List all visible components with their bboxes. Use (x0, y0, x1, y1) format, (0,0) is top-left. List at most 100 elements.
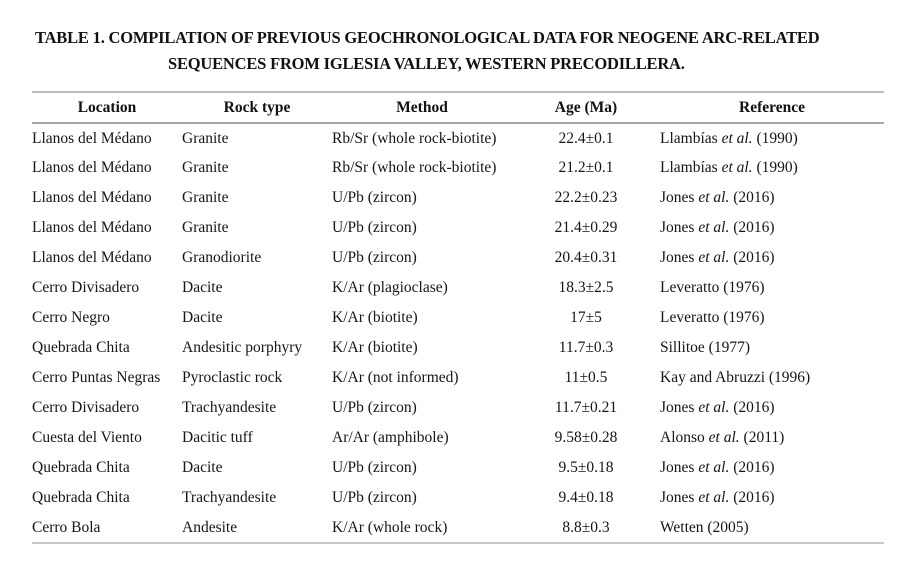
reference-et-al: et al. (721, 159, 753, 176)
reference-authors: Jones (660, 459, 699, 476)
cell-rock-type: Dacite (182, 309, 223, 326)
cell-age: 22.4±0.1 (558, 129, 614, 147)
reference-year: (2016) (729, 189, 775, 206)
cell-rock-type: Dacitic tuff (182, 429, 253, 446)
cell-age: 21.2±0.1 (558, 159, 614, 176)
cell-method: Rb/Sr (whole rock-biotite) (332, 129, 497, 147)
cell-location: Quebrada Chita (32, 489, 130, 506)
cell-method: U/Pb (zircon) (332, 189, 417, 206)
cell-age: 17±5 (570, 309, 602, 326)
cell-rock-type: Granite (182, 189, 229, 206)
reference-authors: Leveratto (1976) (660, 309, 765, 326)
cell-location: Llanos del Médano (32, 249, 152, 266)
cell-location: Cerro Divisadero (32, 279, 140, 296)
column-header-age: Age (Ma) (554, 98, 618, 116)
reference-et-al: et al. (698, 219, 730, 236)
cell-rock-type: Granite (182, 219, 229, 236)
reference-authors: Sillitoe (1977) (660, 339, 750, 356)
cell-location: Cuesta del Viento (32, 429, 142, 446)
cell-rock-type: Dacite (182, 279, 223, 296)
cell-reference: Jones et al. (2016) (660, 213, 884, 243)
table-header-row: Location Rock type Method Age (Ma) Refer… (32, 92, 884, 123)
cell-location: Llanos del Médano (32, 189, 152, 206)
cell-age: 18.3±2.5 (558, 279, 614, 296)
table-title-line2: SEQUENCES FROM IGLESIA VALLEY, WESTERN P… (168, 54, 685, 73)
cell-reference: Jones et al. (2016) (660, 453, 884, 483)
cell-method: U/Pb (zircon) (332, 399, 417, 416)
cell-method: K/Ar (not informed) (332, 369, 459, 386)
reference-authors: Kay and Abruzzi (1996) (660, 369, 811, 386)
table-row: Llanos del Médano Granite U/Pb (zircon) … (32, 213, 884, 243)
cell-location: Cerro Negro (32, 309, 110, 326)
cell-age: 11±0.5 (564, 369, 608, 386)
reference-authors: Jones (660, 189, 699, 206)
table-row: Cerro Negro Dacite K/Ar (biotite) 17±5 L… (32, 303, 884, 333)
reference-year: (2016) (729, 489, 775, 506)
cell-reference: Leveratto (1976) (660, 273, 884, 303)
cell-method: Rb/Sr (whole rock-biotite) (332, 159, 497, 176)
cell-location: Cerro Divisadero (32, 399, 140, 416)
reference-authors: Alonso (660, 429, 709, 446)
cell-age: 9.4±0.18 (558, 489, 614, 506)
reference-authors: Llambías (660, 159, 722, 176)
reference-year: (1990) (752, 159, 798, 176)
cell-reference: Wetten (2005) (660, 513, 884, 543)
reference-authors: Wetten (2005) (660, 518, 749, 536)
table-row: Cerro Bola Andesite K/Ar (whole rock) 8.… (32, 513, 884, 543)
cell-reference: Llambías et al. (1990) (660, 123, 884, 153)
reference-et-al: et al. (698, 459, 730, 476)
table-row: Quebrada Chita Andesitic porphyry K/Ar (… (32, 333, 884, 363)
cell-rock-type: Andesite (182, 518, 238, 536)
reference-et-al: et al. (698, 189, 730, 206)
reference-et-al: et al. (708, 429, 740, 446)
cell-rock-type: Andesitic porphyry (182, 339, 303, 356)
table-row: Llanos del Médano Granite Rb/Sr (whole r… (32, 153, 884, 183)
cell-age: 20.4±0.31 (554, 249, 618, 266)
cell-method: K/Ar (plagioclase) (332, 279, 448, 296)
cell-reference: Alonso et al. (2011) (660, 423, 884, 453)
cell-age: 9.58±0.28 (554, 429, 618, 446)
cell-method: U/Pb (zircon) (332, 249, 417, 266)
cell-age: 9.5±0.18 (558, 459, 614, 476)
cell-location: Quebrada Chita (32, 339, 130, 356)
table-row: Cerro Divisadero Trachyandesite U/Pb (zi… (32, 393, 884, 423)
cell-rock-type: Trachyandesite (182, 489, 277, 506)
cell-method: U/Pb (zircon) (332, 459, 417, 476)
column-header-reference: Reference (739, 98, 805, 116)
cell-rock-type: Trachyandesite (182, 399, 277, 416)
cell-reference: Kay and Abruzzi (1996) (660, 363, 884, 393)
cell-reference: Leveratto (1976) (660, 303, 884, 333)
reference-year: (2016) (729, 249, 775, 266)
reference-authors: Jones (660, 399, 699, 416)
reference-authors: Jones (660, 249, 699, 266)
cell-age: 21.4±0.29 (554, 219, 618, 236)
cell-location: Cerro Puntas Negras (32, 369, 161, 386)
cell-age: 11.7±0.21 (554, 399, 618, 416)
reference-et-al: et al. (721, 129, 753, 147)
table-row: Llanos del Médano Granite Rb/Sr (whole r… (32, 123, 884, 153)
cell-rock-type: Dacite (182, 459, 223, 476)
column-header-method: Method (396, 98, 448, 116)
cell-reference: Sillitoe (1977) (660, 333, 884, 363)
cell-location: Llanos del Médano (32, 129, 152, 147)
cell-location: Cerro Bola (32, 518, 101, 536)
table-row: Llanos del Médano Granite U/Pb (zircon) … (32, 183, 884, 213)
reference-year: (2016) (729, 219, 775, 236)
cell-location: Quebrada Chita (32, 459, 130, 476)
column-header-rock-type: Rock type (223, 98, 291, 116)
table-title-line1: TABLE 1. COMPILATION OF PREVIOUS GEOCHRO… (35, 28, 820, 47)
reference-authors: Llambías (660, 129, 722, 147)
cell-method: U/Pb (zircon) (332, 489, 417, 506)
cell-method: K/Ar (whole rock) (332, 518, 448, 536)
reference-et-al: et al. (698, 489, 730, 506)
table-row: Quebrada Chita Dacite U/Pb (zircon) 9.5±… (32, 453, 884, 483)
cell-reference: Llambías et al. (1990) (660, 153, 884, 183)
cell-location: Llanos del Médano (32, 159, 152, 176)
geochronology-table: Location Rock type Method Age (Ma) Refer… (32, 91, 884, 544)
reference-authors: Jones (660, 489, 699, 506)
table-header: Location Rock type Method Age (Ma) Refer… (32, 92, 884, 123)
reference-et-al: et al. (698, 249, 730, 266)
cell-method: K/Ar (biotite) (332, 309, 418, 326)
table-row: Quebrada Chita Trachyandesite U/Pb (zirc… (32, 483, 884, 513)
cell-method: U/Pb (zircon) (332, 219, 417, 236)
